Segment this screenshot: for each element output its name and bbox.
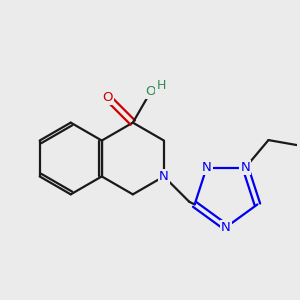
Text: N: N	[202, 161, 211, 174]
Text: O: O	[102, 91, 113, 104]
Text: O: O	[146, 85, 156, 98]
Text: N: N	[159, 170, 169, 183]
Text: N: N	[241, 161, 250, 174]
Text: H: H	[157, 80, 166, 92]
Text: N: N	[221, 221, 231, 234]
